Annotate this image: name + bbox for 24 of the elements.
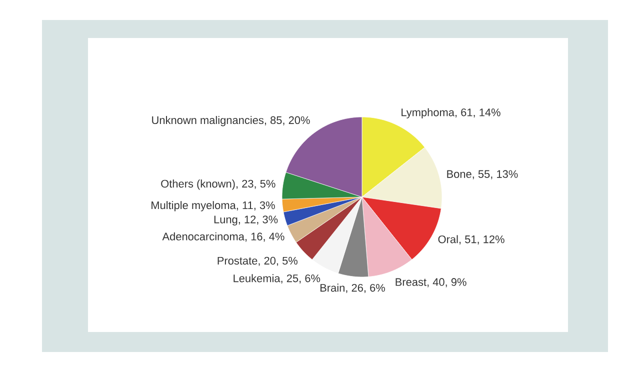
data-label: , 85, 20% [264, 116, 310, 126]
data-label: , 55, 13% [472, 170, 518, 180]
data-label: , 26, 6% [346, 284, 385, 294]
data-label: , 40, 9% [428, 278, 466, 288]
slice-label: Oral [438, 235, 458, 244]
data-label: , 51, 12% [459, 235, 504, 244]
data-label: , 61, 14% [455, 108, 500, 118]
slice-label: Multiple myeloma [152, 201, 236, 212]
slice-label: Lymphoma [402, 108, 454, 118]
slice-label: Lung [214, 216, 238, 226]
data-label: , 25, 6% [281, 274, 320, 284]
slice-label: Breast [396, 278, 426, 286]
slice-label: Others (known) [161, 180, 235, 190]
slice-label: Prostate [218, 256, 258, 265]
slice-label: Adenocarcinoma [162, 232, 244, 240]
slice-label: Leukemia [234, 274, 280, 282]
slice-label: Unknown malignancies [152, 116, 264, 126]
slice-label: Bone [447, 170, 472, 178]
data-label: , 12, 3% [238, 216, 278, 225]
data-label: , 23, 5% [236, 180, 276, 189]
data-label: , 11, 3% [236, 201, 275, 210]
slice-label: Brain [320, 284, 344, 292]
data-label: , 16, 4% [245, 232, 284, 242]
data-label: , 20, 5% [258, 256, 298, 266]
